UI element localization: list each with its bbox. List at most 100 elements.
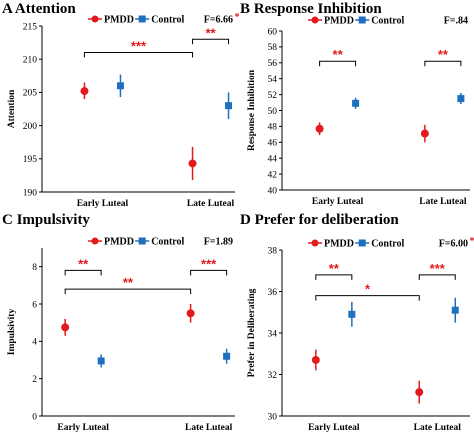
significance-label: ** (438, 47, 449, 62)
y-tick-label: 4 (32, 338, 37, 348)
data-point-pmdd (420, 129, 429, 138)
y-tick-label: 52 (268, 91, 278, 101)
significance-bracket (192, 38, 230, 45)
f-statistic: F=6.00 (439, 239, 468, 250)
significance-label: ** (205, 25, 216, 40)
data-point-control (97, 357, 105, 365)
y-axis-label: Response Inhibition (247, 69, 257, 151)
data-point-pmdd (315, 124, 324, 133)
panel-title: C Impulsivity (2, 212, 90, 228)
legend-marker-pmdd (91, 237, 99, 245)
y-tick-label: 48 (268, 123, 278, 133)
legend-label-control: Control (151, 237, 184, 248)
panel-title: A Attention (2, 1, 76, 17)
legend-marker-pmdd (311, 239, 319, 247)
x-category-label: Early Luteal (77, 199, 129, 209)
y-tick-label: 0 (32, 412, 37, 422)
x-category-label: Late Luteal (419, 197, 467, 207)
legend-marker-pmdd (91, 15, 99, 23)
y-tick-label: 50 (268, 107, 278, 117)
data-point-control (457, 95, 465, 103)
data-point-pmdd (311, 355, 320, 364)
significance-label: ** (78, 256, 89, 271)
significance-bracket (315, 274, 353, 280)
panel-a: A Attention PMDD Control F=6.66 * 190 195 200 20… (2, 1, 240, 209)
significance-label: *** (430, 261, 446, 276)
significance-label: ** (123, 275, 134, 290)
legend-marker-pmdd (311, 16, 319, 24)
y-tick-label: 32 (268, 371, 278, 381)
y-tick-label: 56 (268, 59, 278, 69)
y-axis-label: Attention (7, 89, 17, 128)
data-point-control (352, 99, 360, 107)
y-tick-label: 30 (268, 412, 278, 422)
legend: PMDD Control (308, 16, 405, 27)
legend-label-control: Control (371, 16, 404, 27)
significance-label: *** (201, 256, 217, 271)
legend-label-control: Control (151, 15, 184, 26)
y-tick-label: 60 (268, 27, 278, 37)
significance-bracket (83, 52, 194, 58)
data-point-control (116, 82, 124, 90)
y-tick-label: 58 (268, 43, 278, 53)
y-tick-label: 36 (268, 288, 278, 298)
f-statistic: F=1.89 (204, 237, 233, 248)
f-statistic-star: * (235, 12, 240, 23)
significance-bracket (424, 60, 462, 67)
panel-d: D Prefer for deliberation PMDD Control F=6.… (240, 212, 474, 433)
significance-label: ** (329, 261, 340, 276)
y-axis-label: Impulsivity (7, 309, 17, 356)
f-statistic: F=6.66 (204, 15, 233, 26)
data-point-pmdd (80, 87, 89, 96)
legend-label-pmdd: PMDD (104, 15, 134, 26)
legend: PMDD Control (88, 15, 185, 26)
legend-label-pmdd: PMDD (324, 239, 354, 250)
data-point-control (225, 102, 233, 110)
data-point-pmdd (188, 159, 197, 168)
panel-title: B Response Inhibition (240, 1, 382, 17)
significance-bracket (418, 274, 456, 280)
significance-label: * (365, 282, 371, 297)
x-category-label: Late Luteal (187, 199, 235, 209)
significance-label: ** (333, 47, 344, 62)
legend-label-pmdd: PMDD (324, 16, 354, 27)
x-category-label: Early Luteal (312, 197, 364, 207)
data-point-control (451, 306, 459, 314)
significance-bracket (64, 288, 192, 295)
y-tick-label: 44 (268, 155, 278, 165)
y-tick-label: 215 (23, 22, 38, 32)
y-axis-label: Prefer in Deliberating (247, 288, 257, 377)
data-point-control (348, 310, 356, 318)
significance-bracket (315, 295, 420, 301)
f-statistic-star: * (470, 236, 474, 247)
legend-marker-control (138, 237, 146, 245)
f-statistic: F=.84 (444, 16, 468, 27)
y-tick-label: 190 (23, 188, 38, 198)
significance-bracket (190, 269, 228, 276)
significance-label: *** (131, 39, 147, 54)
panel-title: D Prefer for deliberation (240, 212, 399, 228)
legend: PMDD Control (88, 237, 185, 248)
legend-marker-control (358, 239, 366, 247)
y-tick-label: 8 (32, 263, 37, 273)
y-tick-label: 40 (268, 186, 278, 196)
y-tick-label: 2 (32, 375, 37, 385)
panel-c: C Impulsivity PMDD Control F=1.89 0 2 4 6 8 Impul… (2, 212, 235, 433)
x-category-label: Late Luteal (414, 423, 462, 433)
legend-marker-control (138, 15, 146, 23)
data-point-pmdd (415, 388, 424, 397)
data-point-control (223, 352, 231, 360)
y-tick-label: 210 (23, 56, 38, 66)
data-point-pmdd (61, 323, 70, 332)
y-tick-label: 54 (268, 75, 278, 85)
legend-marker-control (358, 16, 366, 24)
y-tick-label: 205 (23, 89, 38, 99)
y-tick-label: 34 (268, 329, 278, 339)
y-tick-label: 6 (32, 300, 37, 310)
legend-label-pmdd: PMDD (104, 237, 134, 248)
y-tick-label: 195 (23, 155, 38, 165)
y-tick-label: 200 (23, 122, 38, 132)
y-tick-label: 38 (268, 246, 278, 256)
